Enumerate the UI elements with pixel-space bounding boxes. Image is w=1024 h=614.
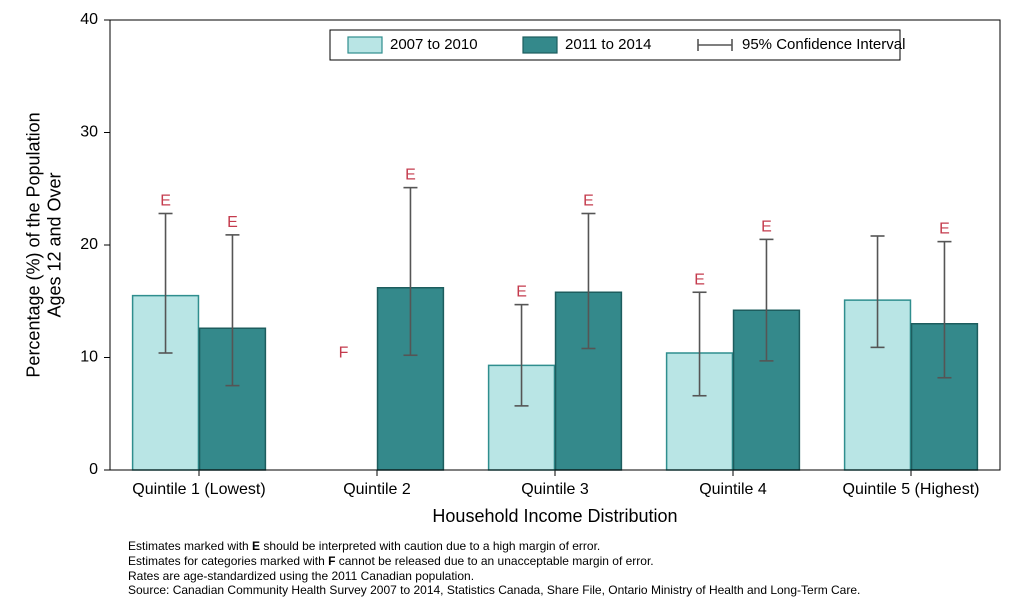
data-flag: E bbox=[227, 214, 238, 231]
chart-svg: 0 10 20 30 40 Percentage (%) of the Populatio… bbox=[0, 0, 1024, 614]
footnote-text: Source: Canadian Community Health Survey… bbox=[128, 583, 860, 597]
footnote-text: cannot be released due to an unacceptabl… bbox=[335, 554, 653, 568]
data-flag: E bbox=[761, 218, 772, 235]
footnote-line-2: Estimates for categories marked with F c… bbox=[128, 555, 860, 569]
legend-swatch bbox=[348, 37, 382, 53]
x-tick-label: Quintile 5 (Highest) bbox=[843, 481, 980, 498]
data-flag: E bbox=[939, 221, 950, 238]
y-tick-label: 40 bbox=[80, 11, 98, 28]
legend-swatch bbox=[523, 37, 557, 53]
footnote-line-3: Rates are age-standardized using the 201… bbox=[128, 570, 860, 584]
footnote-bold: E bbox=[252, 539, 260, 553]
data-flag: E bbox=[405, 167, 416, 184]
y-tick-label: 0 bbox=[89, 461, 98, 478]
footnote-text: Estimates marked with bbox=[128, 539, 252, 553]
x-tick-label: Quintile 2 bbox=[343, 481, 411, 498]
legend-label: 95% Confidence Interval bbox=[742, 36, 905, 53]
legend-label: 2011 to 2014 bbox=[565, 36, 651, 53]
data-flag: E bbox=[694, 271, 705, 288]
x-tick-label: Quintile 3 bbox=[521, 481, 589, 498]
data-flag: E bbox=[160, 193, 171, 210]
y-tick-label: 30 bbox=[80, 124, 98, 141]
footnotes: Estimates marked with E should be interp… bbox=[128, 540, 860, 599]
footnote-text: Estimates for categories marked with bbox=[128, 554, 328, 568]
x-axis-label: Household Income Distribution bbox=[432, 506, 677, 526]
footnote-text: should be interpreted with caution due t… bbox=[260, 539, 600, 553]
data-flag: E bbox=[516, 284, 527, 301]
x-tick-label: Quintile 4 bbox=[699, 481, 767, 498]
y-tick-label: 10 bbox=[80, 349, 98, 366]
footnote-line-1: Estimates marked with E should be interp… bbox=[128, 540, 860, 554]
footnote-text: Rates are age-standardized using the 201… bbox=[128, 569, 474, 583]
data-flag: F bbox=[339, 345, 349, 362]
footnote-line-4: Source: Canadian Community Health Survey… bbox=[128, 584, 860, 598]
y-axis-label: Percentage (%) of the PopulationAges 12 … bbox=[24, 112, 65, 377]
x-tick-label: Quintile 1 (Lowest) bbox=[132, 481, 265, 498]
data-flag: E bbox=[583, 193, 594, 210]
legend-label: 2007 to 2010 bbox=[390, 36, 478, 53]
chart-container: 0 10 20 30 40 Percentage (%) of the Populatio… bbox=[0, 0, 1024, 614]
svg-text:Percentage (%) of the Populati: Percentage (%) of the PopulationAges 12 … bbox=[24, 112, 65, 377]
y-tick-label: 20 bbox=[80, 236, 98, 253]
